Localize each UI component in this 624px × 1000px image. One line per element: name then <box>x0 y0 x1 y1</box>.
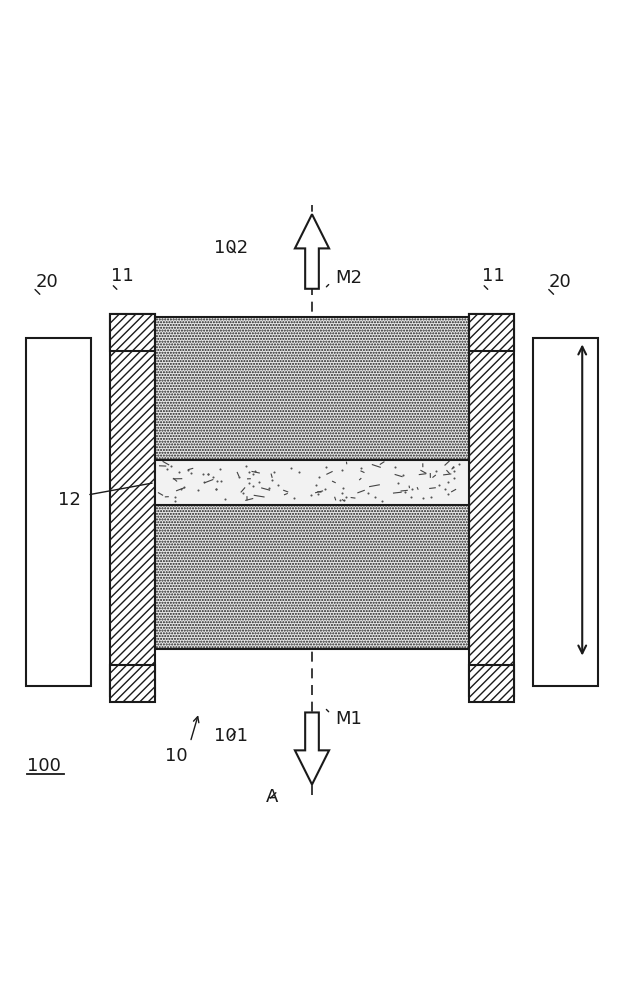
Text: 10: 10 <box>165 747 188 765</box>
Text: 11: 11 <box>482 267 505 285</box>
Text: 11: 11 <box>111 267 134 285</box>
Bar <box>110 314 155 696</box>
Bar <box>26 338 92 686</box>
Bar <box>532 338 598 686</box>
Text: 20: 20 <box>549 273 572 291</box>
Bar <box>110 314 155 351</box>
Text: 20: 20 <box>36 273 58 291</box>
Bar <box>469 314 514 696</box>
FancyArrow shape <box>295 214 329 289</box>
Bar <box>155 317 469 460</box>
Text: A: A <box>265 788 278 806</box>
Text: 12: 12 <box>58 491 81 509</box>
Bar <box>469 314 514 351</box>
Text: 101: 101 <box>214 727 248 745</box>
Text: 102: 102 <box>214 239 248 257</box>
Bar <box>469 665 514 702</box>
Bar <box>155 460 469 505</box>
Text: M2: M2 <box>336 269 363 287</box>
Bar <box>110 665 155 702</box>
Text: 100: 100 <box>27 757 61 775</box>
Text: M1: M1 <box>336 710 363 728</box>
FancyArrow shape <box>295 712 329 785</box>
Bar <box>155 505 469 649</box>
